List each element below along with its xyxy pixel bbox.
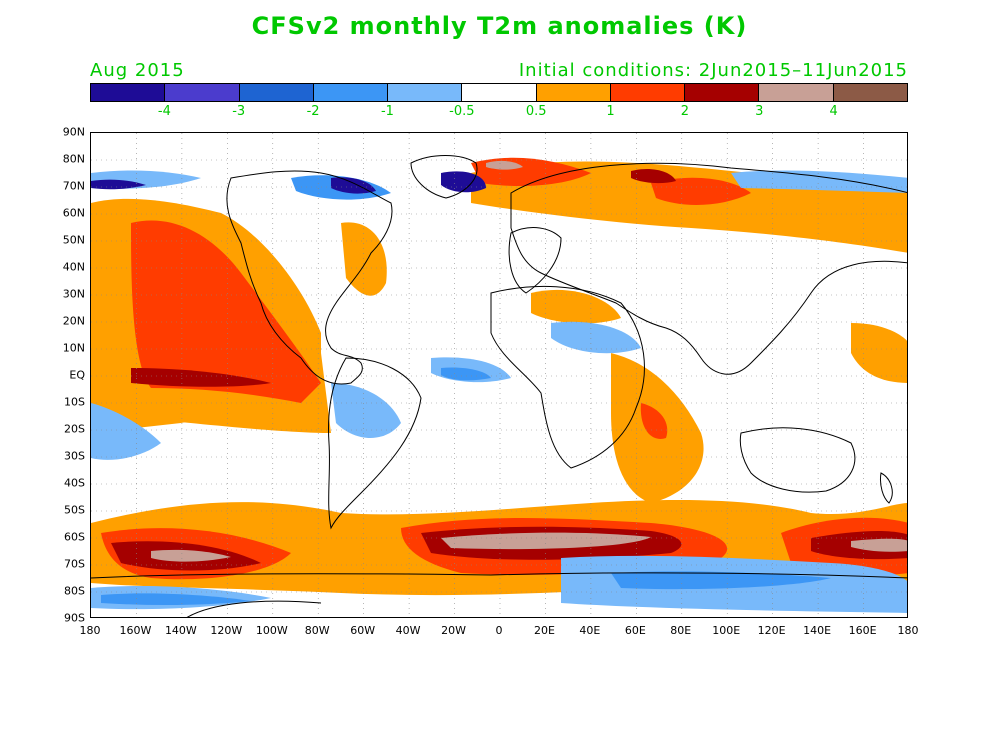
longitude-label: 140E xyxy=(803,624,832,637)
longitude-label: 80E xyxy=(670,624,692,637)
colorbar-tick-label: -0.5 xyxy=(449,104,475,119)
colorbar-swatch xyxy=(165,84,240,101)
colorbar-tick-label: -2 xyxy=(306,104,320,119)
latitude-label: 40S xyxy=(64,476,85,490)
initial-conditions-label: Initial conditions: 2Jun2015–11Jun2015 xyxy=(518,60,908,81)
map-gridlines xyxy=(91,133,907,617)
longitude-label: 80W xyxy=(304,624,330,637)
map-panel xyxy=(90,132,908,618)
chart-title: CFSv2 monthly T2m anomalies (K) xyxy=(251,12,748,40)
colorbar-swatch xyxy=(239,84,314,101)
colorbar-swatch xyxy=(685,84,760,101)
anomaly-darkblue-fields xyxy=(91,171,486,194)
longitude-label: 0 xyxy=(495,624,503,637)
latitude-label: 50S xyxy=(64,503,85,517)
longitude-label: 40E xyxy=(579,624,601,637)
colorbar-tick-label: -4 xyxy=(157,104,171,119)
colorbar-swatch xyxy=(833,84,907,101)
colorbar-swatch xyxy=(536,84,611,101)
latitude-label: 90N xyxy=(62,125,85,139)
longitude-label: 20E xyxy=(533,624,555,637)
latitude-label: 90S xyxy=(64,611,85,625)
latitude-label: 60S xyxy=(64,530,85,544)
longitude-label: 180 xyxy=(79,624,101,637)
latitude-label: EQ xyxy=(69,368,85,382)
latitude-label: 10S xyxy=(64,395,85,409)
colorbar-swatch xyxy=(610,84,686,101)
colorbar-swatch xyxy=(462,84,537,101)
colorbar-tick-label: 1 xyxy=(606,104,615,119)
latitude-label: 30S xyxy=(64,449,85,463)
latitude-label: 70S xyxy=(64,557,85,571)
longitude-label: 60E xyxy=(624,624,646,637)
longitude-label: 180 xyxy=(897,624,919,637)
latitude-label: 80S xyxy=(64,584,85,598)
colorbar-tick-label: -3 xyxy=(232,104,246,119)
longitude-label: 40W xyxy=(395,624,421,637)
colorbar xyxy=(90,83,908,102)
colorbar-tick-label: 2 xyxy=(680,104,690,119)
latitude-label: 20S xyxy=(64,422,85,436)
latitude-label: 60N xyxy=(62,206,85,220)
colorbar-tick-label: -1 xyxy=(380,104,394,119)
longitude-label: 60W xyxy=(350,624,376,637)
valid-month-label: Aug 2015 xyxy=(90,60,185,81)
longitude-label: 140W xyxy=(164,624,197,637)
latitude-label: 20N xyxy=(62,314,85,328)
anomaly-map xyxy=(91,133,907,617)
latitude-label: 10N xyxy=(62,341,85,355)
coastlines xyxy=(91,155,907,617)
latitude-label: 30N xyxy=(62,287,85,301)
longitude-label: 20W xyxy=(441,624,466,637)
colorbar-tick-label: 4 xyxy=(829,104,838,119)
latitude-label: 70N xyxy=(62,179,85,193)
latitude-label: 50N xyxy=(62,233,85,247)
longitude-label: 120W xyxy=(210,624,243,637)
longitude-label: 120E xyxy=(757,624,786,637)
colorbar-swatch xyxy=(313,84,389,101)
latitude-label: 40N xyxy=(62,260,85,274)
anomaly-rose-fields xyxy=(151,160,907,562)
colorbar-swatch xyxy=(388,84,463,101)
colorbar-tick-label: 0.5 xyxy=(525,104,547,119)
longitude-label: 100W xyxy=(255,624,288,637)
longitude-label: 160E xyxy=(848,624,877,637)
colorbar-swatch xyxy=(759,84,834,101)
colorbar-tick-label: 3 xyxy=(755,104,764,119)
latitude-label: 80N xyxy=(62,152,85,166)
colorbar-swatch xyxy=(91,84,166,101)
longitude-label: 100E xyxy=(712,624,741,637)
longitude-label: 160W xyxy=(119,624,152,637)
